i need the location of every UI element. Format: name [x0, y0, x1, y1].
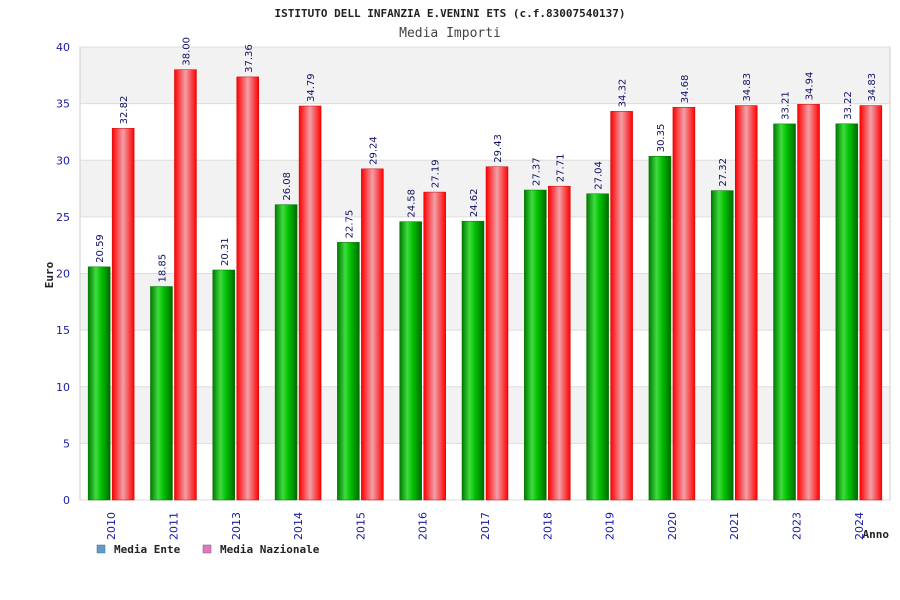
plot-band [80, 330, 890, 387]
value-label: 24.58 [407, 189, 418, 218]
plot-band [80, 386, 890, 444]
value-label: 32.82 [119, 96, 130, 125]
bar-media-ente [648, 156, 672, 501]
plot-band [80, 103, 890, 161]
x-axis-label: Anno [863, 528, 890, 541]
value-label: 29.24 [368, 136, 379, 165]
x-tick-label: 2011 [167, 512, 180, 540]
y-tick-label: 40 [56, 41, 70, 54]
legend-label: Media Nazionale [220, 543, 320, 556]
bars [87, 69, 883, 501]
bar-media-ente [87, 266, 111, 501]
bar-media-ente [524, 189, 547, 501]
x-tick-label: 2015 [354, 512, 367, 540]
bar-media-nazionale [361, 168, 384, 501]
value-label: 33.21 [781, 91, 792, 120]
bar-media-ente [150, 286, 173, 501]
y-tick-label: 5 [63, 437, 70, 450]
bar-media-nazionale [734, 105, 758, 501]
bar-media-ente [586, 193, 609, 501]
bar-media-nazionale [548, 185, 571, 501]
plot-band [80, 216, 890, 274]
x-tick-label: 2016 [417, 512, 430, 540]
bar-media-nazionale [174, 69, 197, 501]
bar-media-nazionale [111, 128, 135, 501]
value-label: 20.59 [95, 234, 106, 263]
x-axis-ticks: 2010 2011 2013 2014 2015 2016 2017 2018 2019 2020… [105, 512, 866, 540]
value-label: 29.43 [493, 134, 504, 163]
value-label: 20.31 [220, 237, 231, 266]
value-label: 34.83 [742, 73, 753, 102]
bar-media-ente [461, 220, 485, 501]
value-label: 27.04 [594, 161, 605, 190]
value-label: 18.85 [157, 254, 168, 283]
value-label: 24.62 [469, 189, 480, 218]
value-label: 34.68 [680, 75, 691, 104]
bar-media-nazionale [672, 106, 696, 501]
chart-title: ISTITUTO DELL INFANZIA E.VENINI ETS (c.f… [275, 7, 626, 20]
y-tick-label: 10 [56, 381, 70, 394]
y-axis-ticks: 0 5 10 15 20 25 30 35 40 [56, 41, 70, 507]
plot-band [80, 47, 890, 104]
bar-media-nazionale [859, 105, 883, 501]
value-label: 22.75 [344, 210, 355, 239]
bar-media-nazionale [236, 76, 260, 501]
y-tick-label: 30 [56, 154, 70, 167]
x-tick-label: 2018 [541, 512, 554, 540]
legend-swatch [96, 544, 106, 554]
x-tick-label: 2014 [292, 512, 305, 540]
x-tick-label: 2024 [853, 512, 866, 540]
value-label: 34.94 [805, 72, 816, 101]
value-label: 27.71 [555, 154, 566, 183]
bar-media-nazionale [797, 104, 820, 501]
x-tick-label: 2013 [230, 512, 243, 540]
value-label: 26.08 [282, 172, 293, 201]
value-label: 34.79 [306, 73, 317, 102]
y-tick-label: 0 [63, 494, 70, 507]
x-tick-label: 2020 [666, 512, 679, 540]
bar-media-nazionale [610, 111, 633, 501]
value-label: 30.35 [656, 124, 667, 153]
value-label: 37.36 [244, 44, 255, 73]
bar-media-nazionale [423, 191, 446, 501]
bar-media-nazionale [298, 105, 322, 501]
legend: Media Ente Media Nazionale [96, 543, 320, 556]
value-label: 34.32 [618, 79, 629, 108]
bar-media-ente [212, 269, 236, 501]
y-tick-label: 20 [56, 268, 70, 281]
chart-subtitle: Media Importi [399, 26, 501, 41]
y-tick-label: 35 [56, 98, 70, 111]
x-tick-label: 2010 [105, 512, 118, 540]
legend-swatch [202, 544, 212, 554]
y-tick-label: 25 [56, 211, 70, 224]
bar-media-ente [399, 221, 422, 501]
bar-media-ente [274, 204, 298, 501]
legend-label: Media Ente [114, 543, 181, 556]
x-tick-label: 2017 [479, 512, 492, 540]
value-label: 33.22 [843, 91, 854, 120]
value-label: 27.19 [431, 159, 442, 188]
value-labels: 20.59 32.82 18.85 38.00 20.31 37.36 26.08 34.79… [95, 37, 878, 283]
bar-media-ente [773, 123, 796, 501]
value-label: 27.32 [718, 158, 729, 187]
y-axis-label: Euro [43, 261, 56, 288]
x-tick-label: 2023 [791, 512, 804, 540]
x-tick-label: 2021 [728, 512, 741, 540]
y-tick-label: 15 [56, 324, 70, 337]
bar-media-ente [710, 190, 734, 501]
bar-media-nazionale [485, 166, 509, 501]
bar-media-ente [835, 123, 859, 501]
x-tick-label: 2019 [604, 512, 617, 540]
plot-band [80, 273, 890, 331]
value-label: 34.83 [867, 73, 878, 102]
bar-media-ente [337, 242, 360, 501]
value-label: 27.37 [531, 157, 542, 186]
plot-band [80, 443, 890, 500]
value-label: 38.00 [181, 37, 192, 66]
plot-band [80, 160, 890, 217]
